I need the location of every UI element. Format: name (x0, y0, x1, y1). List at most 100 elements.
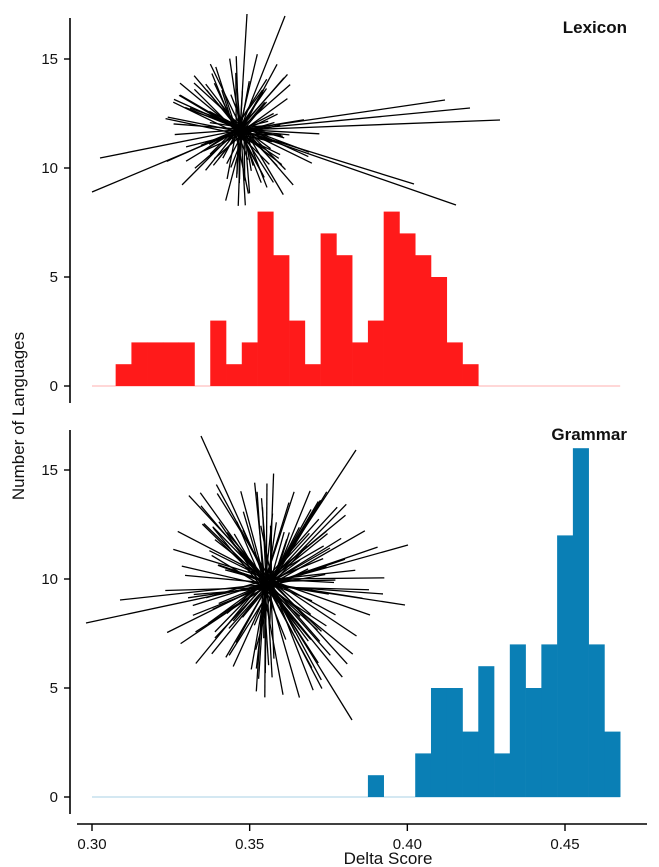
lexicon-panel: 0 5 10 15 Lexicon (41, 13, 627, 403)
x-tick-label: 0.40 (393, 836, 422, 853)
network-branch (211, 585, 267, 655)
network-branch (272, 569, 356, 581)
network-branch (91, 129, 241, 193)
network-branch (216, 493, 272, 581)
histogram-bar (178, 342, 195, 386)
x-axis-title: Delta Score (344, 849, 433, 867)
grammar-y-ticks: 0 5 10 15 (41, 462, 70, 806)
network-branch (267, 583, 406, 606)
histogram-bar (273, 255, 290, 386)
network-branch (267, 547, 331, 585)
network-branch (268, 530, 366, 587)
panel-title-grammar: Grammar (551, 425, 627, 444)
histogram-bar (462, 364, 479, 386)
histogram-bar (430, 277, 448, 386)
histogram-bar (383, 211, 400, 386)
y-tick-label: 0 (50, 378, 58, 395)
histogram-bar (147, 342, 164, 386)
network-branch (241, 125, 294, 186)
histogram-bar (352, 342, 369, 386)
network-branch (267, 544, 409, 585)
histogram-bar (588, 644, 605, 797)
histogram-bar (336, 255, 353, 386)
network-branch (267, 559, 301, 585)
y-axis-title: Number of Languages (9, 332, 28, 500)
histogram-bar (604, 731, 621, 797)
histogram-bar (289, 320, 306, 386)
histogram-bar (162, 342, 180, 386)
histogram-bar (257, 211, 274, 386)
x-tick-label: 0.35 (235, 836, 264, 853)
histogram-bar (399, 233, 416, 386)
network-branch (219, 585, 268, 616)
network-branch (239, 107, 471, 131)
y-tick-label: 15 (41, 462, 58, 479)
x-tick-label: 0.45 (550, 836, 579, 853)
network-branch (226, 127, 238, 180)
network-branch (265, 581, 331, 656)
network-branch (240, 126, 254, 166)
y-tick-label: 5 (50, 680, 58, 697)
network-branch (239, 15, 286, 131)
network-branch (99, 129, 241, 159)
network-branch (188, 495, 269, 582)
network-branch (243, 127, 284, 195)
network-branch (211, 73, 237, 134)
histogram-bar (131, 342, 148, 386)
network-branch (184, 574, 267, 584)
x-tick-label: 0.30 (77, 836, 106, 853)
network-branch (241, 91, 264, 127)
histogram-bar (478, 666, 495, 797)
network-branch (270, 573, 326, 586)
network-branch (265, 586, 370, 591)
network-branch (119, 583, 269, 601)
network-branch (255, 580, 265, 692)
grammar-splits-network (85, 435, 409, 721)
histogram-bar (494, 753, 511, 797)
histogram-bar (430, 688, 448, 797)
histogram-bar (241, 342, 258, 386)
y-tick-label: 5 (50, 269, 58, 286)
network-branch (243, 112, 274, 130)
network-branch (173, 123, 238, 130)
network-branch (167, 116, 240, 133)
network-branch (267, 583, 353, 721)
histogram-bar (446, 342, 463, 386)
network-branch (193, 88, 241, 136)
lexicon-splits-network (91, 13, 501, 206)
network-branch (239, 99, 446, 131)
y-tick-label: 0 (50, 789, 58, 806)
network-branch (262, 586, 284, 695)
histogram-bar (226, 364, 243, 386)
histogram-bar (415, 255, 432, 386)
histogram-bar (446, 688, 463, 797)
network-branch (265, 582, 323, 689)
y-tick-label: 15 (41, 51, 58, 68)
network-branch (264, 518, 320, 581)
network-branch (229, 58, 241, 128)
network-branch (242, 529, 269, 585)
network-branch (193, 82, 241, 126)
x-axis: 0.30 0.35 0.40 0.45 (77, 823, 647, 853)
network-branch (174, 129, 239, 136)
network-branch (85, 583, 269, 624)
histogram-bar (557, 535, 574, 797)
y-tick-label: 10 (41, 571, 58, 588)
network-branch (262, 588, 270, 666)
histogram-bar (210, 320, 227, 386)
network-branch (239, 129, 457, 206)
network-branch (239, 13, 248, 131)
histogram-bar (572, 448, 589, 797)
network-branch (239, 129, 415, 185)
lexicon-y-ticks: 0 5 10 15 (41, 51, 70, 395)
network-branch (209, 63, 245, 133)
y-tick-label: 10 (41, 160, 58, 177)
network-branch (269, 585, 354, 655)
lexicon-histogram-bars (115, 211, 479, 386)
network-branch (203, 132, 244, 152)
histogram-bar (462, 731, 479, 797)
network-branch (266, 580, 273, 678)
network-branch (242, 101, 266, 130)
histogram-bar (415, 753, 432, 797)
grammar-histogram-bars (367, 448, 621, 797)
